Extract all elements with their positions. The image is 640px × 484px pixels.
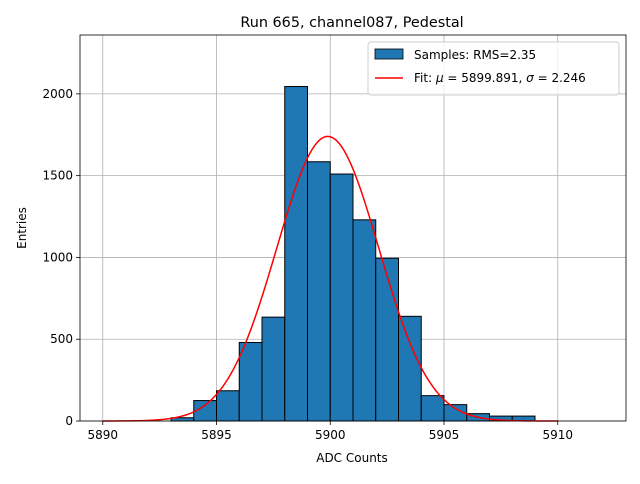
legend: Samples: RMS=2.35 Fit: μ = 5899.891, σ =… bbox=[367, 41, 620, 96]
histogram-bar bbox=[261, 316, 286, 422]
histogram-bar bbox=[329, 173, 354, 422]
legend-label-samples: Samples: RMS=2.35 bbox=[414, 48, 536, 62]
histogram-bar bbox=[284, 86, 308, 422]
x-axis-label: ADC Counts bbox=[316, 451, 388, 465]
legend-swatch-samples bbox=[374, 48, 404, 60]
histogram-bar bbox=[352, 219, 377, 422]
histogram-bar bbox=[307, 161, 331, 422]
x-axis-ticks: 5890 5895 5900 5905 5910 bbox=[87, 421, 573, 442]
x-tick-label: 5890 bbox=[87, 428, 118, 442]
x-tick-label: 5905 bbox=[429, 428, 460, 442]
y-tick-label: 1000 bbox=[42, 250, 73, 264]
y-axis-ticks: 0 500 1000 1500 2000 bbox=[42, 87, 80, 428]
chart-title: Run 665, channel087, Pedestal bbox=[240, 15, 463, 31]
legend-label-fit: Fit: μ = 5899.891, σ = 2.246 bbox=[414, 71, 586, 85]
x-tick-label: 5910 bbox=[542, 428, 573, 442]
histogram-bar bbox=[420, 395, 445, 422]
histogram-bar bbox=[398, 315, 422, 422]
histogram-bar bbox=[216, 390, 240, 422]
y-tick-label: 500 bbox=[50, 332, 73, 346]
legend-box bbox=[367, 41, 620, 96]
fit-curve bbox=[102, 135, 558, 422]
y-tick-label: 1500 bbox=[42, 169, 73, 183]
histogram-bar bbox=[238, 341, 263, 422]
histogram-bars bbox=[170, 86, 536, 422]
y-tick-label: 0 bbox=[65, 414, 73, 428]
x-tick-label: 5895 bbox=[201, 428, 232, 442]
y-axis-label: Entries bbox=[15, 207, 29, 249]
histogram-bar bbox=[375, 257, 399, 422]
y-tick-label: 2000 bbox=[42, 87, 73, 101]
plot-frame bbox=[79, 34, 627, 422]
x-tick-label: 5900 bbox=[315, 428, 346, 442]
